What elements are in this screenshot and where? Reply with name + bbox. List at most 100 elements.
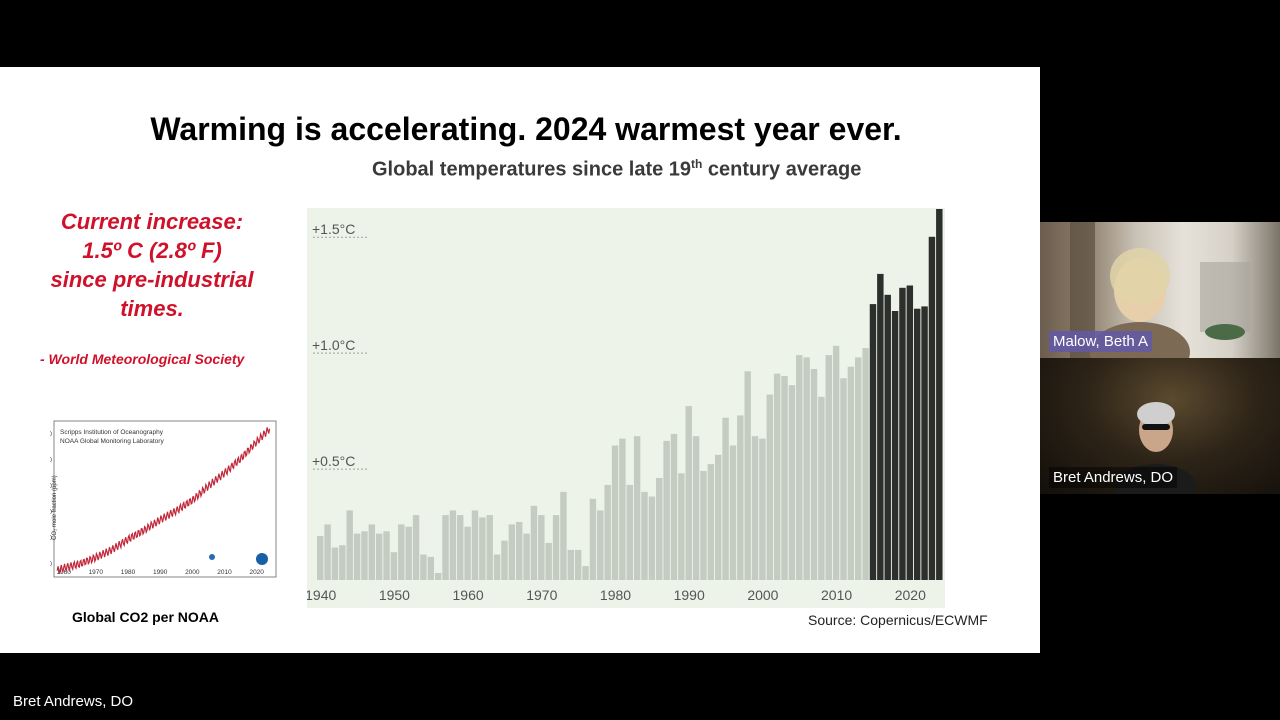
bar-2001 bbox=[766, 394, 774, 580]
bar-1976 bbox=[582, 566, 589, 580]
chart-source: Source: Copernicus/ECWMF bbox=[808, 612, 988, 628]
co2-x-tick-label: 1980 bbox=[121, 569, 136, 576]
quote-line: times. bbox=[120, 296, 184, 321]
bar-1975 bbox=[574, 549, 582, 580]
bar-1982 bbox=[626, 484, 633, 580]
bar-1965 bbox=[501, 540, 508, 580]
co2-chart-caption: Global CO2 per NOAA bbox=[72, 609, 220, 625]
bar-1974 bbox=[567, 549, 575, 580]
bar-1992 bbox=[700, 471, 707, 580]
bar-2009 bbox=[825, 355, 832, 580]
bar-2008 bbox=[818, 396, 825, 580]
bar-1995 bbox=[722, 417, 729, 580]
bar-1955 bbox=[427, 556, 434, 580]
bar-1970 bbox=[538, 515, 545, 580]
bar-1983 bbox=[633, 436, 641, 580]
co2-annotation: NOAA Global Monitoring Laboratory bbox=[60, 438, 164, 445]
participant-name-label: Bret Andrews, DO bbox=[1049, 467, 1178, 488]
co2-y-tick-label: 320 bbox=[50, 562, 53, 568]
subtitle-text: Global temperatures since late 19 bbox=[372, 158, 692, 181]
bar-1944 bbox=[346, 510, 353, 580]
bar-1989 bbox=[678, 473, 685, 580]
bar-1999 bbox=[751, 436, 759, 580]
bar-2019 bbox=[899, 287, 906, 580]
bar-1942 bbox=[331, 547, 339, 580]
co2-y-tick-label: 400 bbox=[50, 458, 53, 464]
participant-video bbox=[1116, 402, 1196, 494]
x-tick-label: 2000 bbox=[747, 587, 778, 603]
x-tick-label: 1950 bbox=[379, 587, 410, 603]
bar-2018 bbox=[891, 311, 899, 580]
bar-1956 bbox=[434, 573, 442, 580]
bar-1952 bbox=[405, 526, 412, 580]
co2-plot-frame bbox=[53, 420, 277, 578]
quote-block: Current increase: 1.5º C (2.8º F) since … bbox=[28, 207, 276, 323]
bar-1993 bbox=[707, 464, 715, 580]
bar-1967 bbox=[515, 522, 523, 580]
bar-1987 bbox=[663, 440, 670, 580]
bar-1998 bbox=[744, 371, 751, 580]
subtitle-text-end: century average bbox=[702, 158, 862, 181]
bar-1991 bbox=[692, 436, 700, 580]
bar-2002 bbox=[773, 373, 781, 580]
co2-x-tick-label: 1990 bbox=[153, 569, 168, 576]
bar-1957 bbox=[442, 515, 449, 580]
bar-1972 bbox=[552, 515, 560, 580]
participant-video-tile[interactable]: Bret Andrews, DO bbox=[1040, 358, 1280, 494]
co2-annotation: Scripps Institution of Oceanography bbox=[60, 429, 164, 436]
quote-line: since pre-industrial bbox=[50, 267, 254, 292]
bar-1980 bbox=[611, 445, 619, 580]
bar-1969 bbox=[530, 505, 538, 580]
participant-name-label: Malow, Beth A bbox=[1049, 331, 1153, 352]
bar-2015 bbox=[869, 304, 877, 580]
bar-2011 bbox=[840, 378, 847, 580]
quote-source: - World Meteorological Society bbox=[40, 351, 245, 367]
co2-y-tick-label: 340 bbox=[50, 536, 53, 542]
bar-1940 bbox=[317, 535, 324, 580]
bar-2010 bbox=[832, 345, 840, 580]
bar-2024 bbox=[936, 209, 943, 580]
quote-line: 1.5º C (2.8º F) bbox=[82, 238, 222, 263]
bar-2012 bbox=[847, 366, 855, 580]
bar-2016 bbox=[877, 273, 884, 580]
slide-subtitle: Global temperatures since late 19th cent… bbox=[372, 157, 861, 182]
bar-1959 bbox=[457, 515, 464, 580]
scripps-logo bbox=[209, 554, 215, 560]
bar-1950 bbox=[390, 552, 398, 580]
co2-series-line bbox=[56, 427, 271, 574]
y-tick-label: +1.5°C bbox=[312, 221, 355, 237]
bar-1962 bbox=[479, 517, 486, 580]
bar-1964 bbox=[493, 554, 501, 580]
bar-1997 bbox=[737, 415, 744, 580]
bar-2005 bbox=[796, 355, 803, 580]
bar-2021 bbox=[913, 308, 921, 580]
bar-1941 bbox=[324, 524, 331, 580]
bar-2014 bbox=[862, 348, 869, 580]
bar-2017 bbox=[884, 294, 891, 580]
presentation-slide: Warming is accelerating. 2024 warmest ye… bbox=[0, 67, 1040, 653]
bar-1973 bbox=[560, 491, 567, 580]
bar-1994 bbox=[714, 454, 722, 580]
bar-1945 bbox=[353, 533, 361, 580]
co2-x-tick-label: 2020 bbox=[249, 569, 264, 576]
noaa-logo bbox=[256, 553, 268, 565]
co2-x-tick-label: 1960 bbox=[56, 569, 71, 576]
bar-2007 bbox=[810, 369, 818, 580]
y-tick-label: +0.5°C bbox=[312, 453, 355, 469]
bar-1954 bbox=[420, 554, 427, 580]
co2-y-axis-label: CO₂ mole fraction (ppm) bbox=[52, 475, 58, 540]
co2-x-tick-label: 2010 bbox=[217, 569, 232, 576]
bar-2004 bbox=[788, 385, 796, 580]
co2-y-tick-label: 360 bbox=[50, 510, 53, 516]
bar-1986 bbox=[656, 478, 663, 580]
participant-video-tile[interactable]: Malow, Beth A bbox=[1040, 222, 1280, 358]
co2-x-tick-label: 2000 bbox=[185, 569, 200, 576]
bar-1968 bbox=[523, 533, 530, 580]
subtitle-superscript: th bbox=[691, 157, 703, 171]
co2-y-tick-label: 380 bbox=[50, 484, 53, 490]
x-tick-label: 1980 bbox=[600, 587, 631, 603]
bar-1958 bbox=[449, 510, 457, 580]
bar-1947 bbox=[368, 524, 376, 580]
bar-2006 bbox=[803, 357, 810, 580]
x-tick-label: 1940 bbox=[307, 587, 336, 603]
